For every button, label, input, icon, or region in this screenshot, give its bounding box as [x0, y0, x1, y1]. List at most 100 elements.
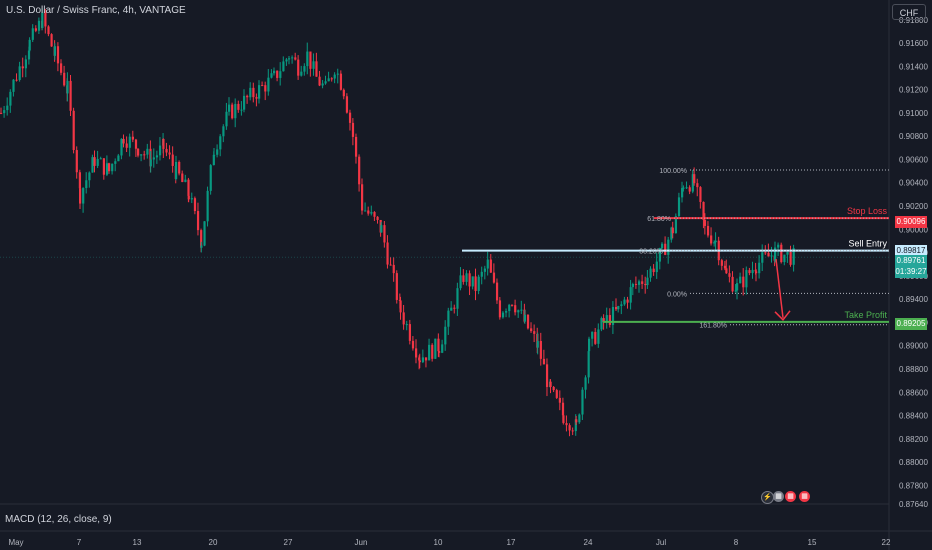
- candle-body: [552, 386, 555, 391]
- candle-body: [421, 357, 425, 363]
- candle-body: [345, 96, 349, 113]
- candle-body: [158, 145, 162, 156]
- candle-body: [79, 188, 82, 204]
- sell-entry-price-tag: 0.89817: [895, 245, 927, 257]
- candle-body: [0, 112, 3, 114]
- price-tick-label: 0.88200: [899, 435, 928, 444]
- currency-button[interactable]: CHF: [892, 4, 926, 20]
- candle-body: [162, 138, 165, 149]
- candle-body: [411, 340, 415, 349]
- candle-body: [389, 264, 392, 266]
- candle-body: [364, 210, 367, 212]
- candle-body: [222, 126, 225, 137]
- lightning-icon[interactable]: ⚡: [761, 491, 774, 504]
- fib-level-label: 100.00%: [659, 168, 687, 175]
- candle-body: [520, 309, 523, 311]
- candle-body: [555, 390, 558, 398]
- candle-body: [200, 230, 203, 248]
- candle-body: [597, 329, 600, 344]
- candle-body: [638, 281, 641, 285]
- macd-indicator-label[interactable]: MACD (12, 26, close, 9): [5, 514, 112, 525]
- candle-body: [415, 348, 418, 358]
- projection-arrow-line: [775, 259, 784, 318]
- candle-body: [574, 419, 577, 432]
- candle-body: [492, 272, 496, 283]
- candle-body: [282, 61, 285, 72]
- flag-icon[interactable]: ▦: [785, 491, 796, 502]
- news-icon[interactable]: ▦: [799, 491, 810, 502]
- candle-body: [336, 73, 339, 75]
- price-tick-label: 0.90200: [899, 202, 928, 211]
- price-tick-label: 0.87640: [899, 500, 928, 509]
- candle-body: [508, 304, 511, 312]
- candle-body: [273, 70, 276, 74]
- candle-body: [558, 397, 561, 403]
- calendar-icon[interactable]: ▦: [773, 491, 784, 502]
- candle-body: [213, 154, 216, 156]
- countdown-tag: 01:39:27: [895, 266, 927, 278]
- candle-body: [777, 244, 780, 248]
- candle-body: [714, 240, 717, 243]
- sell-entry-label: Sell Entry: [848, 239, 887, 249]
- candle-body: [327, 78, 330, 82]
- price-tick-label: 0.90600: [899, 155, 928, 164]
- candle-body: [6, 105, 9, 111]
- price-tick-label: 0.91400: [899, 62, 928, 71]
- candle-body: [658, 248, 661, 262]
- candle-body: [408, 324, 411, 341]
- candle-body: [249, 87, 252, 98]
- candle-body: [602, 318, 605, 323]
- candle-body: [53, 46, 56, 56]
- candle-body: [285, 59, 288, 62]
- candle-body: [646, 277, 649, 286]
- candle-body: [175, 161, 178, 179]
- candle-body: [671, 227, 674, 234]
- candle-body: [231, 104, 234, 119]
- candle-body: [181, 173, 184, 182]
- candle-body: [748, 270, 751, 274]
- candle-body: [297, 59, 300, 76]
- candle-body: [691, 174, 694, 192]
- candle-body: [105, 163, 109, 175]
- candle-body: [380, 225, 383, 233]
- candle-body: [693, 174, 696, 184]
- candle-body: [634, 283, 638, 285]
- candle-body: [462, 275, 465, 282]
- stop-loss-label: Stop Loss: [847, 206, 888, 216]
- candle-body: [670, 227, 673, 240]
- candle-body: [386, 242, 389, 265]
- candle-body: [190, 198, 193, 200]
- candle-body: [661, 243, 664, 249]
- candle-body: [152, 157, 155, 160]
- candle-body: [755, 271, 758, 274]
- candle-body: [703, 219, 707, 226]
- candle-body: [591, 331, 594, 339]
- candle-body: [354, 136, 358, 157]
- candle-body: [348, 112, 352, 123]
- candle-body: [474, 276, 477, 291]
- price-axis[interactable]: 0.91800 0.91600 0.91400 0.91200 0.91000 0.908…: [899, 16, 928, 509]
- time-tick-label: 15: [808, 538, 817, 547]
- candle-body: [615, 306, 618, 310]
- candle-body: [15, 79, 18, 81]
- candle-body: [770, 255, 773, 257]
- symbol-title[interactable]: U.S. Dollar / Swiss Franc, 4h, VANTAGE: [6, 5, 186, 16]
- candle-body: [228, 104, 231, 112]
- candle-body: [291, 57, 294, 59]
- candle-body: [617, 306, 620, 310]
- candle-body: [342, 89, 345, 97]
- time-tick-label: 22: [882, 538, 891, 547]
- candle-body: [418, 360, 421, 363]
- time-axis[interactable]: May 7 13 20 27 Jun 10 17 24 Jul 8 15 22: [8, 538, 891, 547]
- candle-body: [447, 310, 450, 327]
- price-tick-label: 0.90800: [899, 132, 928, 141]
- take-profit-price-tag: 0.89205: [895, 318, 927, 330]
- candle-body: [383, 225, 386, 243]
- candle-body: [681, 188, 684, 198]
- price-tick-label: 0.89400: [899, 295, 928, 304]
- candle-body: [587, 351, 590, 378]
- candle-body: [318, 76, 321, 86]
- candle-body: [358, 156, 361, 185]
- candle-body: [739, 276, 742, 284]
